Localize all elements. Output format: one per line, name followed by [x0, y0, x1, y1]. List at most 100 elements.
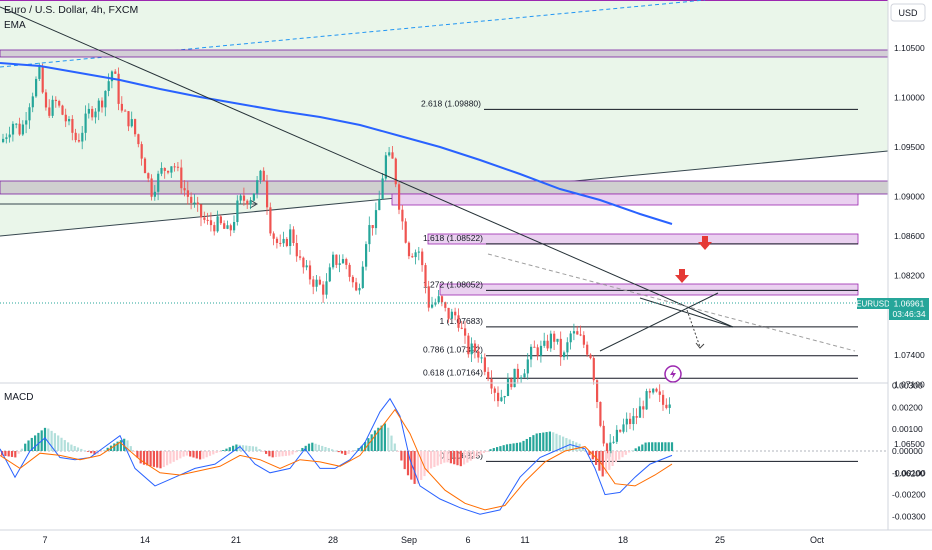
currency-button[interactable]: [890, 3, 926, 22]
candle-body: [417, 251, 420, 253]
macd-histogram-bar: [34, 435, 37, 451]
macd-histogram-bar: [670, 442, 674, 451]
macd-histogram-bar: [641, 444, 644, 451]
candle-body: [490, 378, 493, 389]
candle-body: [391, 152, 394, 159]
candle-body: [549, 333, 552, 349]
macd-histogram-bar: [482, 451, 485, 454]
macd-label[interactable]: MACD: [4, 392, 33, 403]
macd-histogram-bar: [525, 438, 528, 451]
candle-body: [193, 202, 196, 204]
macd-histogram-bar: [350, 451, 353, 452]
symbol-title[interactable]: Euro / U.S. Dollar, 4h, FXCM: [4, 4, 138, 16]
price-scale[interactable]: [888, 0, 932, 530]
candle-body: [117, 73, 120, 104]
macd-histogram-bar: [27, 440, 30, 451]
candle-body: [605, 443, 609, 454]
time-tick-label: 25: [715, 535, 725, 545]
candle-body: [378, 198, 381, 211]
candle-body: [467, 335, 470, 355]
macd-histogram-bar: [60, 437, 63, 451]
candle-body: [351, 276, 354, 283]
macd-histogram-bar: [406, 451, 410, 476]
currency-label: USD: [898, 8, 918, 18]
macd-histogram-bar: [463, 451, 466, 465]
candle-body: [282, 238, 285, 244]
candle-body: [157, 173, 160, 192]
macd-histogram-bar: [380, 425, 383, 451]
supply-zone-1: [391, 193, 859, 206]
time-axis-labels: 7 14 21 28 Sep 6 11 18 25 Oct: [42, 535, 824, 545]
candle-body: [645, 391, 648, 410]
macd-histogram-bar: [515, 442, 518, 451]
macd-histogram-bar: [228, 447, 231, 451]
macd-histogram-bar: [50, 430, 53, 451]
macd-histogram-bar: [47, 428, 50, 451]
candle-body: [206, 219, 209, 221]
indicator-label[interactable]: EMA: [4, 20, 26, 31]
macd-histogram-bar: [248, 445, 251, 451]
macd-histogram-bar: [446, 451, 449, 463]
candle-body: [520, 377, 523, 379]
macd-histogram: [1, 423, 674, 484]
candle-body: [295, 243, 298, 257]
lightning-icon[interactable]: [664, 365, 682, 383]
macd-histogram-bar: [83, 450, 86, 452]
candle-body: [77, 140, 81, 142]
candle-body: [5, 137, 8, 139]
macd-histogram-bar: [377, 427, 380, 451]
candle-body: [81, 132, 84, 142]
candle-body: [140, 144, 143, 159]
candle-body: [11, 123, 15, 135]
candle-body: [209, 220, 213, 226]
candle-body: [318, 279, 321, 285]
macd-histogram-bar: [400, 451, 403, 461]
candle-body: [374, 210, 378, 229]
candle-body: [589, 354, 592, 359]
candle-body: [500, 397, 503, 402]
macd-histogram-bar: [324, 446, 327, 451]
macd-histogram-bar: [90, 451, 93, 454]
macd-histogram-bar: [621, 451, 624, 458]
time-tick-label: 21: [231, 535, 241, 545]
macd-histogram-bar: [571, 440, 575, 451]
macd-scale-labels: 0.00300 0.00200 0.00100 0.00000 -0.00100 -0.0…: [892, 381, 926, 522]
candle-body: [470, 343, 473, 355]
candle-body: [328, 267, 331, 282]
candle-body: [632, 416, 635, 425]
candle-body: [312, 279, 315, 287]
candle-body: [424, 265, 427, 287]
candle-body: [569, 333, 572, 343]
macd-histogram-bar: [136, 451, 139, 458]
macd-tick-label: 0.00000: [892, 446, 923, 456]
macd-histogram-bar: [222, 450, 225, 451]
time-axis[interactable]: [0, 530, 932, 550]
candle-body: [355, 282, 358, 291]
candle-body: [427, 286, 430, 308]
candle-body: [167, 170, 170, 173]
descending-trend-line: [0, 6, 734, 328]
candle-body: [2, 138, 5, 143]
candle-body: [275, 238, 279, 243]
macd-histogram-bar: [354, 450, 357, 451]
macd-histogram-bar: [189, 451, 192, 457]
fib-level-label: 1.618 (1.08522): [423, 233, 483, 243]
macd-histogram-bar: [7, 451, 10, 457]
macd-histogram-bar: [466, 451, 469, 463]
candle-body: [658, 391, 661, 395]
price-tick-label: 1.07100: [894, 380, 925, 390]
macd-histogram-bar: [505, 444, 509, 451]
macd-histogram-bar: [651, 442, 654, 451]
macd-histogram-bar: [225, 448, 228, 451]
macd-histogram-bar: [258, 449, 261, 451]
macd-histogram-bar: [159, 451, 162, 469]
candle-body: [668, 404, 671, 408]
candle-body: [411, 256, 414, 258]
candle-body: [28, 107, 31, 121]
macd-histogram-bar: [169, 451, 172, 464]
candle-body: [625, 418, 628, 425]
triangle-lower-line: [599, 292, 719, 352]
candle-body: [31, 96, 34, 108]
candle-body: [341, 259, 345, 264]
